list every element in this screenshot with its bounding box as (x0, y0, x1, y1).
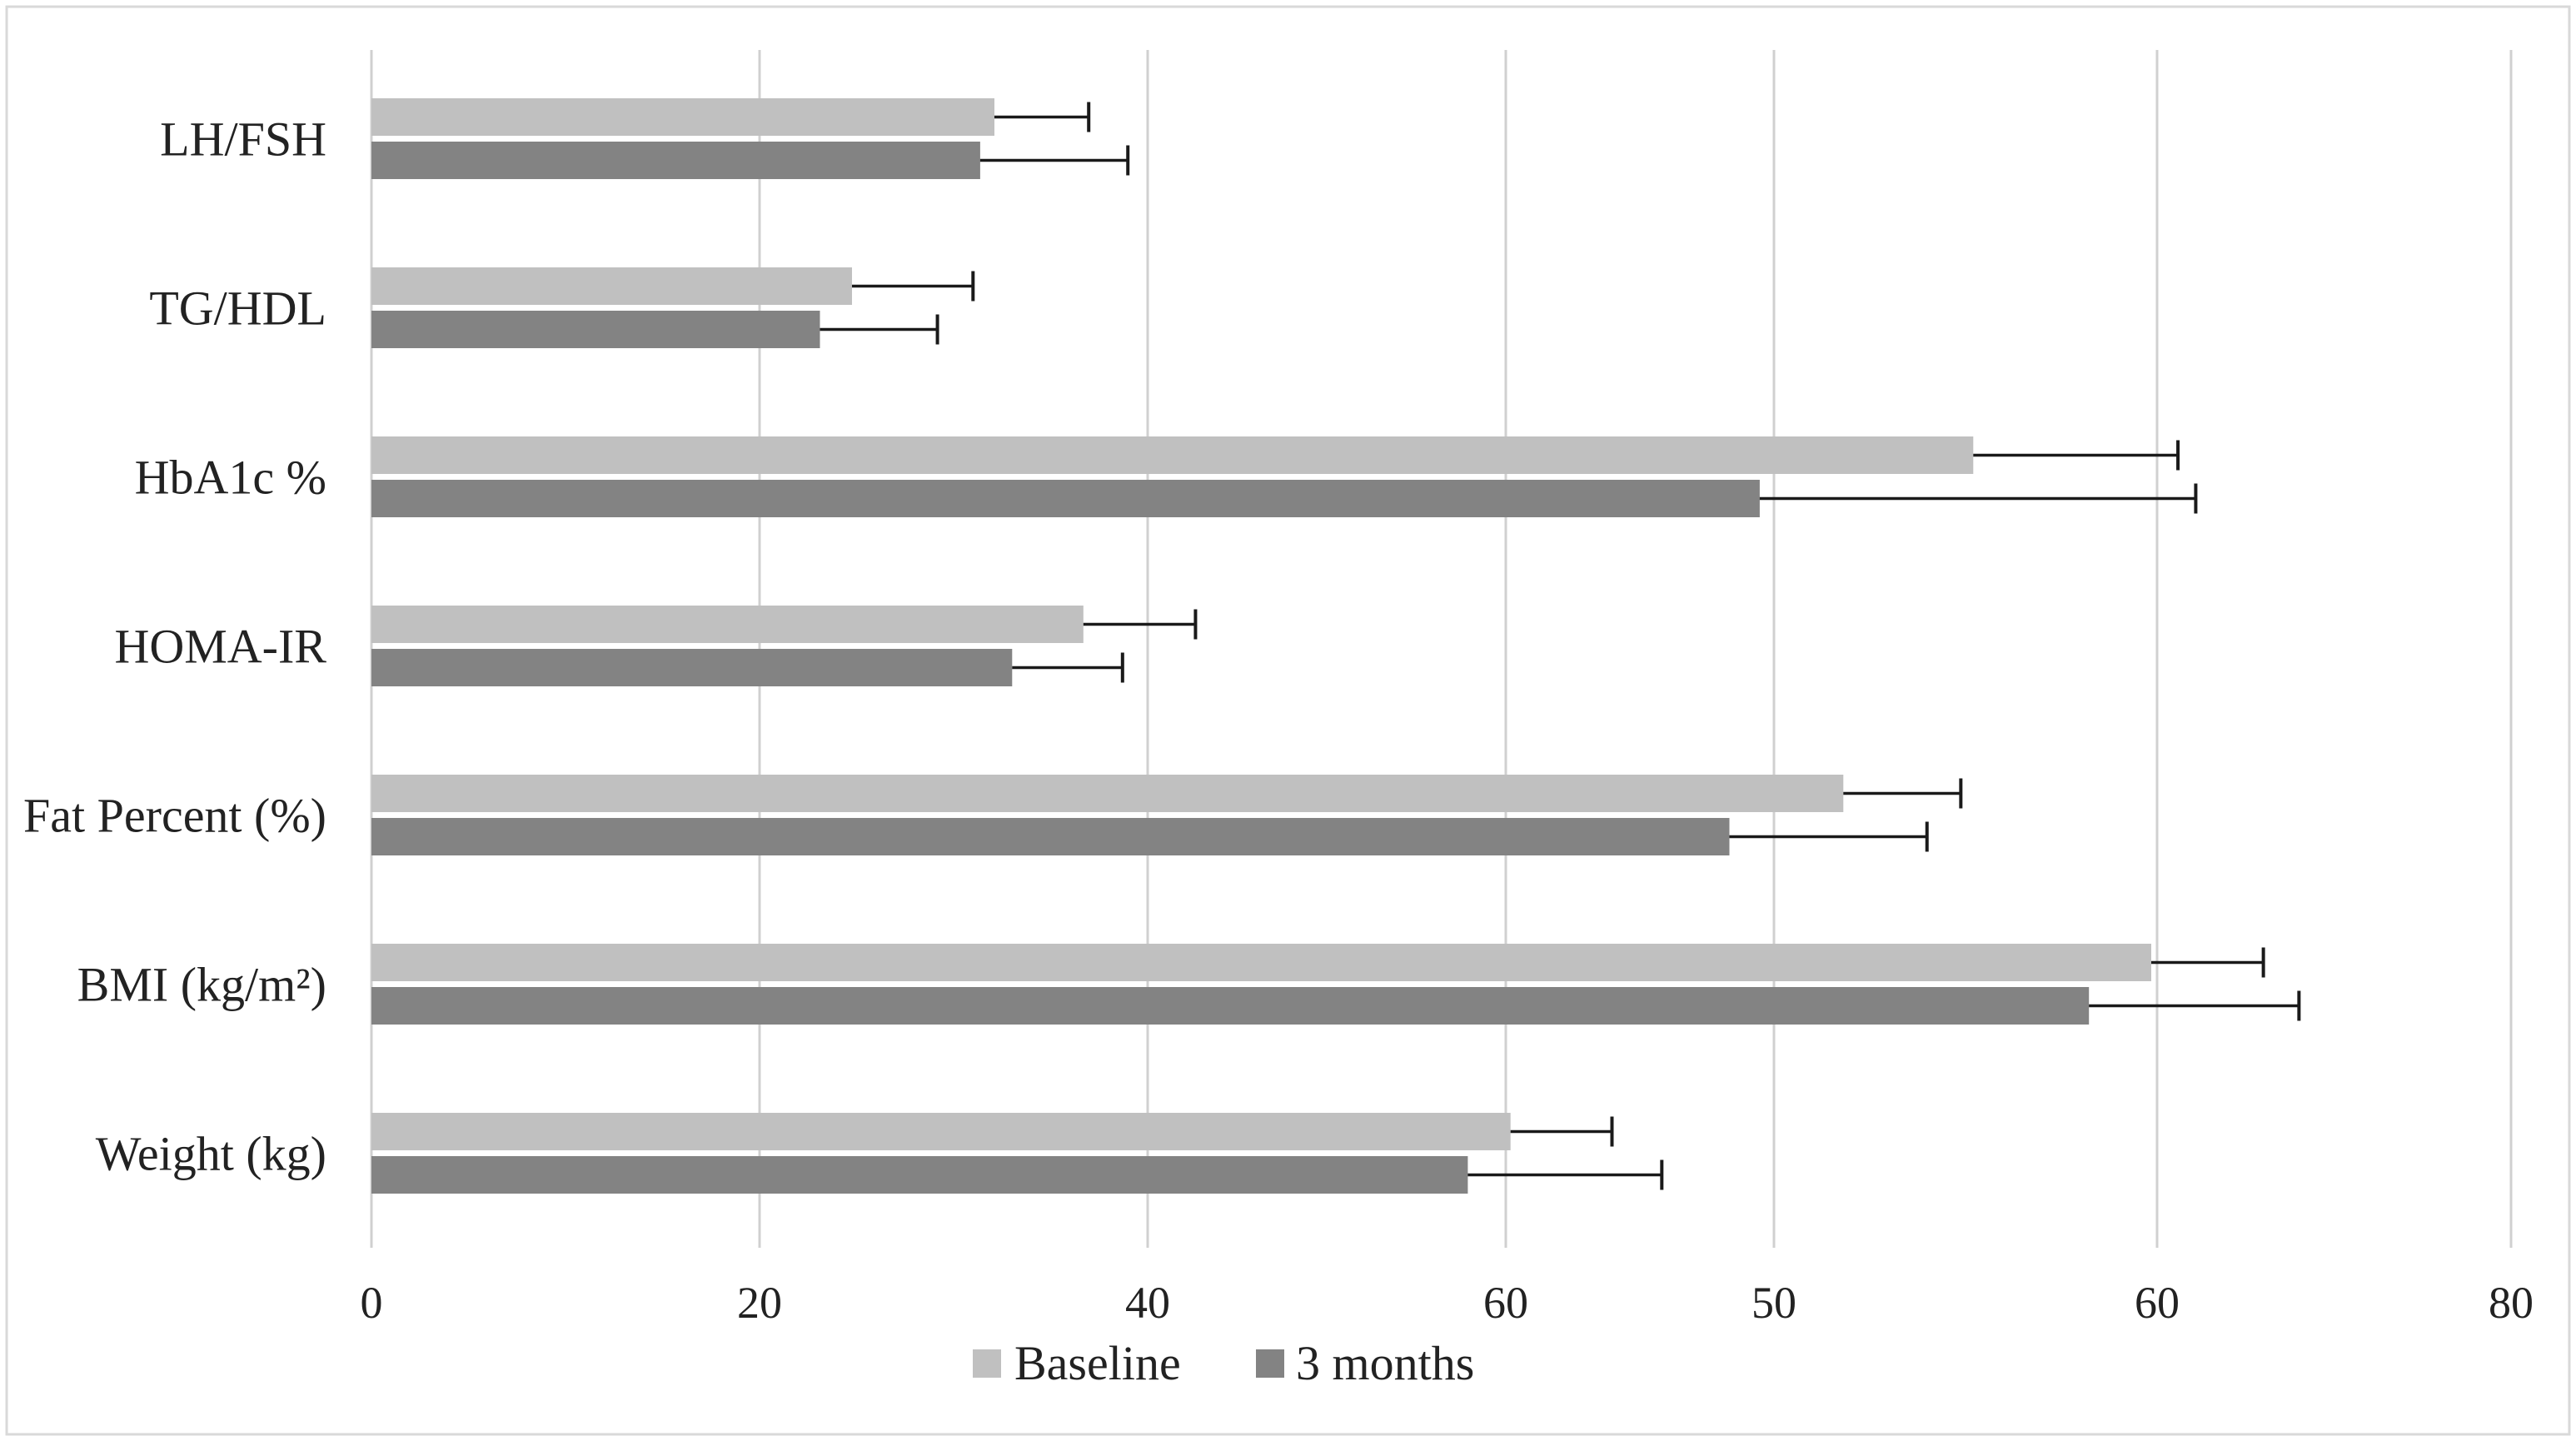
bar-baseline (371, 606, 1084, 643)
gridlines (370, 50, 2513, 1248)
bar-3-months (371, 818, 1730, 855)
x-tick-label: 80 (2489, 1278, 2534, 1328)
bar-baseline (371, 267, 852, 305)
y-category-label: Fat Percent (%) (23, 789, 326, 843)
y-category-label: HOMA-IR (114, 620, 326, 674)
legend-swatch-3-months (1256, 1349, 1284, 1378)
chart-border (5, 5, 2571, 1436)
y-category-label: HbA1c % (135, 451, 326, 505)
bar-baseline (371, 775, 1844, 812)
y-category-label: LH/FSH (160, 112, 326, 167)
bar-baseline (371, 98, 994, 136)
x-tick-label: 60 (1483, 1278, 1528, 1328)
legend-label-3-months: 3 months (1296, 1336, 1474, 1390)
legend-label-baseline: Baseline (1014, 1336, 1181, 1390)
x-axis-labels: 0 20 40 60 50 60 80 (361, 1278, 2534, 1328)
x-tick-label: 50 (1751, 1278, 1796, 1328)
error-bars-group (820, 102, 2301, 1190)
x-tick-label: 60 (2135, 1278, 2180, 1328)
x-tick-label: 0 (361, 1278, 383, 1328)
y-category-label: BMI (kg/m²) (77, 958, 326, 1012)
x-tick-label: 20 (737, 1278, 782, 1328)
bar-baseline (371, 436, 1974, 474)
bar-3-months (371, 1156, 1468, 1194)
y-category-label: Weight (kg) (96, 1127, 326, 1181)
bar-3-months (371, 480, 1760, 517)
bar-baseline (371, 1113, 1511, 1150)
bar-3-months (371, 987, 2090, 1025)
bar-3-months (371, 649, 1013, 686)
x-tick-label: 40 (1125, 1278, 1170, 1328)
legend: Baseline 3 months (973, 1336, 1474, 1390)
bar-3-months (371, 311, 820, 348)
bar-baseline (371, 944, 2151, 981)
bar-3-months (371, 142, 980, 179)
bars-group (371, 98, 2151, 1194)
y-axis-labels: LH/FSH TG/HDL HbA1c % HOMA-IR Fat Percent (%… (23, 112, 326, 1181)
y-category-label: TG/HDL (149, 282, 326, 336)
legend-swatch-baseline (973, 1349, 1001, 1378)
